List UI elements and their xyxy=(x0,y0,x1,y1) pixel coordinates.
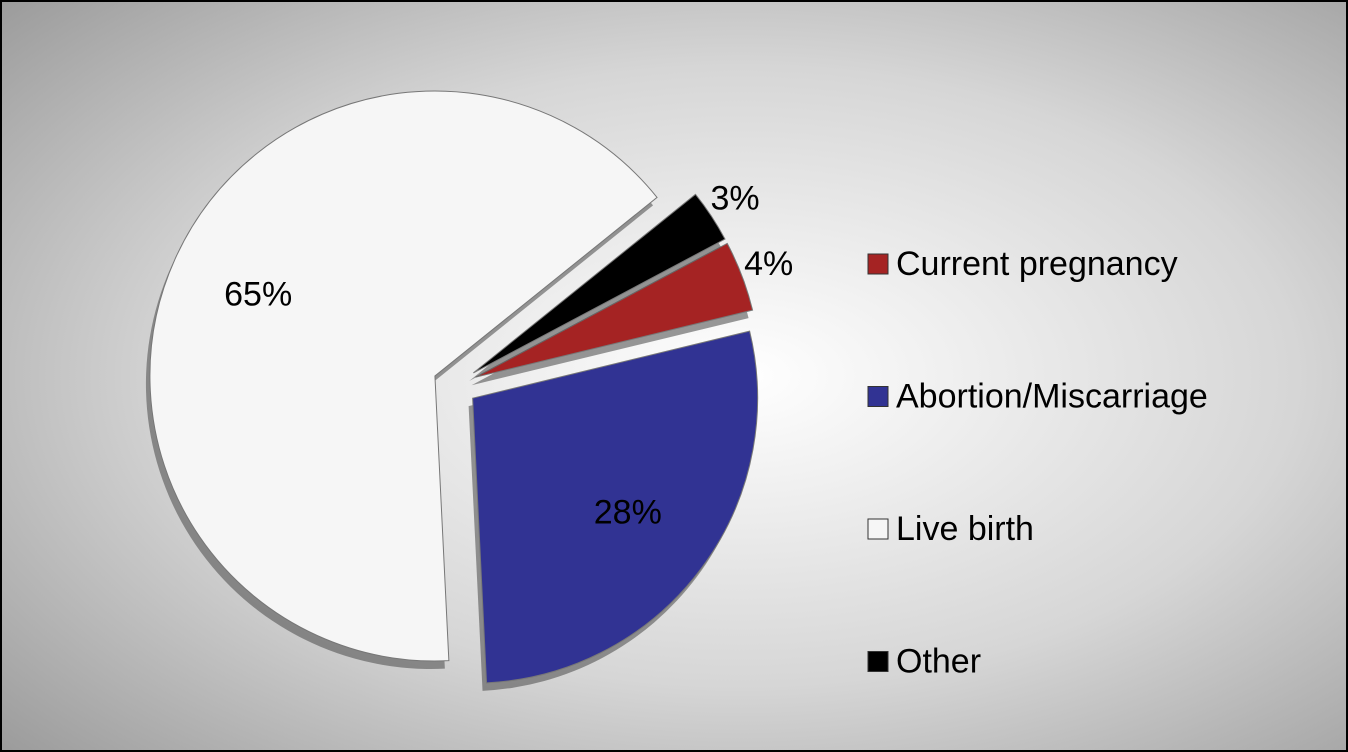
legend-swatch xyxy=(867,518,889,540)
slice xyxy=(475,242,754,378)
data-label: 28% xyxy=(594,493,662,531)
legend-swatch xyxy=(867,386,889,407)
legend-label: Current pregnancy xyxy=(896,245,1178,283)
legend-label: Live birth xyxy=(896,510,1034,548)
slice xyxy=(473,193,726,374)
data-label: 65% xyxy=(224,276,292,314)
data-label: 3% xyxy=(711,179,760,217)
data-label: 4% xyxy=(744,245,793,283)
slice xyxy=(472,330,759,684)
legend-label: Abortion/Miscarriage xyxy=(896,377,1208,415)
legend-swatch xyxy=(867,253,889,275)
legend-label: Other xyxy=(896,642,981,680)
slice xyxy=(149,90,658,662)
legend-swatch xyxy=(867,651,889,672)
